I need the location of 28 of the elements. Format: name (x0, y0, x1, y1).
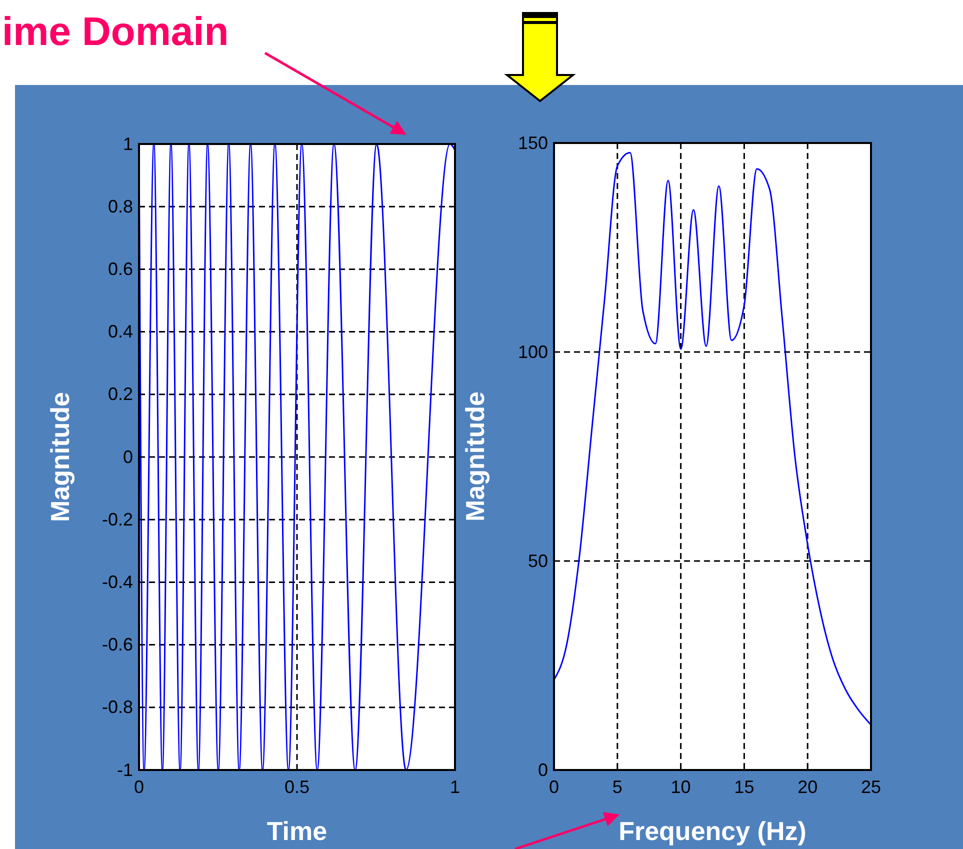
x-tick-label: 0.5 (284, 776, 310, 797)
x-tick-label: 25 (860, 776, 882, 797)
y-tick-label: 100 (518, 342, 548, 362)
y-tick-label: 1 (122, 134, 133, 154)
y-tick-label: -1 (116, 760, 133, 780)
y-tick-label: -0.4 (102, 572, 133, 592)
y-tick-label: -0.2 (102, 509, 133, 530)
y-tick-label: 0.2 (108, 384, 133, 404)
y-tick-label: 0.6 (108, 258, 133, 279)
y-tick-label: 0 (538, 760, 548, 780)
y-tick-label: 0 (122, 446, 133, 467)
x-axis-title: Time (266, 816, 328, 846)
y-axis-title: Magnitude (45, 392, 75, 522)
y-axis-title: Magnitude (460, 392, 490, 522)
y-tick-label: -0.6 (102, 634, 133, 655)
y-tick-label: 0.8 (108, 196, 133, 216)
y-tick-label: 150 (518, 132, 548, 153)
line-series (553, 152, 872, 726)
x-tick-label: 10 (670, 776, 691, 797)
x-tick-label: 15 (734, 776, 754, 797)
x-tick-label: 1 (450, 776, 460, 797)
x-axis-title: Frequency (Hz) (618, 816, 806, 846)
y-tick-label: 0.4 (108, 322, 133, 342)
y-tick-label: -0.8 (102, 697, 133, 718)
x-tick-label: 20 (798, 776, 818, 797)
y-tick-label: 50 (528, 550, 548, 571)
text: ime Domain (2, 10, 229, 54)
x-tick-label: 5 (612, 776, 622, 797)
